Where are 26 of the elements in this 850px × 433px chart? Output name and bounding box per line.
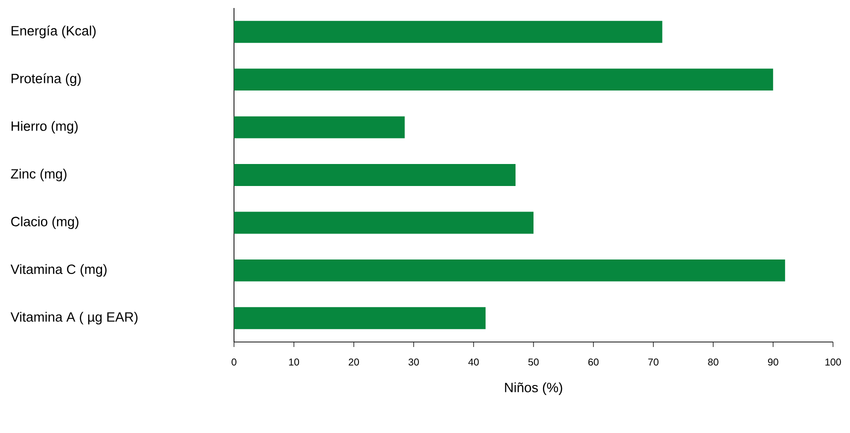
- bar: [234, 116, 405, 138]
- x-tick-label: 50: [528, 358, 539, 366]
- bar: [234, 20, 662, 43]
- x-tick-label: 10: [289, 358, 300, 366]
- bar: [234, 68, 774, 91]
- y-tick-label: Vitamina C (mg): [10, 264, 107, 277]
- y-tick-label: Clacio (mg): [11, 216, 78, 229]
- y-tick-label: Proteína (g): [12, 73, 81, 86]
- x-tick-label: 80: [708, 358, 718, 366]
- x-axis-title: Niños (%): [505, 382, 562, 395]
- x-tick-label: 30: [408, 358, 419, 366]
- y-tick-label: Energía (Kcal): [12, 26, 96, 38]
- x-tick-label: 90: [768, 358, 778, 366]
- x-tick-label: 100: [825, 358, 841, 366]
- x-tick-label: 40: [468, 358, 479, 366]
- y-tick-label: Vitamina A ( µg EAR): [10, 312, 138, 324]
- bar: [234, 164, 516, 186]
- bar: [234, 307, 486, 330]
- y-tick-label: Hierro (mg): [12, 121, 78, 134]
- bar: [234, 212, 534, 234]
- y-tick-label: Zinc (mg): [10, 168, 66, 182]
- x-tick-label: 70: [648, 358, 658, 366]
- x-tick-label: 0: [232, 358, 236, 366]
- bar: [234, 259, 786, 282]
- x-tick-label: 20: [348, 358, 359, 366]
- x-tick-label: 60: [588, 358, 599, 366]
